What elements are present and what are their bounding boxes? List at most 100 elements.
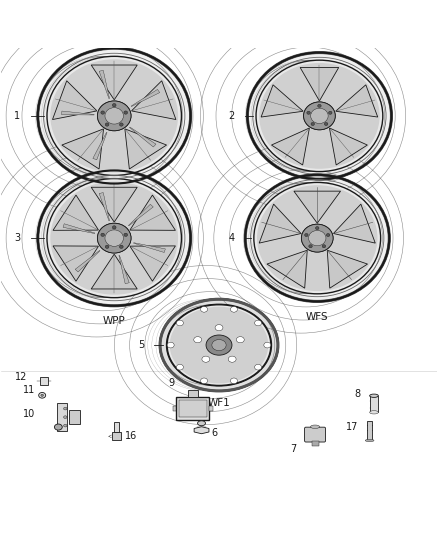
Ellipse shape [97, 101, 131, 131]
Polygon shape [259, 204, 301, 243]
FancyBboxPatch shape [304, 427, 325, 442]
Ellipse shape [322, 245, 326, 248]
Text: 16: 16 [125, 431, 138, 441]
Ellipse shape [50, 59, 178, 173]
Ellipse shape [237, 337, 244, 343]
Polygon shape [75, 251, 100, 272]
Polygon shape [194, 427, 209, 434]
Ellipse shape [64, 424, 67, 427]
Text: 9: 9 [168, 378, 174, 388]
Polygon shape [130, 246, 176, 281]
Ellipse shape [325, 123, 328, 125]
Ellipse shape [228, 356, 236, 362]
Ellipse shape [101, 111, 105, 114]
Ellipse shape [311, 123, 314, 125]
Bar [57, 403, 67, 431]
Ellipse shape [301, 224, 333, 252]
Text: 17: 17 [346, 422, 359, 432]
Ellipse shape [38, 171, 191, 306]
Ellipse shape [167, 305, 271, 385]
Ellipse shape [318, 104, 321, 107]
Polygon shape [128, 204, 153, 226]
Text: 11: 11 [23, 385, 35, 395]
Text: 4: 4 [228, 233, 234, 243]
Polygon shape [99, 70, 110, 99]
Bar [173, 406, 177, 411]
Bar [177, 397, 209, 420]
Polygon shape [62, 111, 94, 115]
Text: 3: 3 [14, 233, 20, 243]
Bar [188, 390, 198, 397]
Polygon shape [130, 195, 176, 230]
Text: 5: 5 [138, 340, 145, 350]
Polygon shape [125, 129, 166, 169]
Ellipse shape [120, 245, 123, 248]
Text: 8: 8 [355, 389, 361, 399]
Text: WPP: WPP [103, 316, 126, 326]
Polygon shape [336, 85, 378, 117]
Ellipse shape [370, 410, 378, 414]
Polygon shape [329, 128, 367, 165]
Bar [370, 395, 378, 413]
Polygon shape [91, 254, 137, 289]
Ellipse shape [54, 424, 62, 430]
Ellipse shape [113, 103, 116, 107]
Text: 12: 12 [14, 373, 27, 382]
Ellipse shape [328, 111, 332, 114]
Bar [179, 400, 207, 417]
Ellipse shape [201, 378, 208, 384]
Ellipse shape [256, 60, 383, 172]
Polygon shape [267, 251, 307, 288]
Polygon shape [134, 243, 166, 253]
Ellipse shape [259, 63, 380, 169]
Bar [367, 421, 372, 440]
Ellipse shape [105, 123, 109, 126]
Ellipse shape [160, 299, 278, 391]
Text: WF1: WF1 [208, 398, 230, 408]
Ellipse shape [47, 179, 181, 297]
Ellipse shape [254, 320, 261, 326]
Text: WPA: WPA [103, 193, 126, 204]
Ellipse shape [105, 108, 124, 124]
Text: WFK: WFK [308, 190, 331, 200]
Ellipse shape [212, 340, 226, 351]
Polygon shape [131, 90, 160, 107]
Text: 6: 6 [211, 428, 217, 438]
Polygon shape [300, 68, 339, 101]
Ellipse shape [254, 365, 261, 370]
Ellipse shape [124, 111, 127, 114]
Bar [112, 432, 121, 440]
Ellipse shape [245, 175, 389, 302]
Polygon shape [53, 195, 98, 230]
Ellipse shape [105, 230, 124, 246]
Ellipse shape [257, 185, 378, 291]
Ellipse shape [97, 101, 131, 131]
Ellipse shape [194, 337, 201, 343]
Ellipse shape [254, 182, 381, 294]
Ellipse shape [97, 223, 131, 253]
Ellipse shape [160, 299, 278, 391]
Polygon shape [334, 204, 375, 243]
Text: 1: 1 [14, 111, 20, 121]
FancyBboxPatch shape [40, 377, 48, 385]
Polygon shape [272, 128, 309, 165]
Ellipse shape [264, 342, 271, 348]
Ellipse shape [170, 307, 268, 383]
Polygon shape [93, 132, 107, 160]
Ellipse shape [38, 48, 191, 183]
Ellipse shape [307, 111, 310, 114]
Polygon shape [91, 65, 137, 100]
Ellipse shape [247, 53, 392, 179]
Ellipse shape [201, 306, 208, 312]
Ellipse shape [124, 233, 127, 237]
Polygon shape [327, 251, 367, 288]
Polygon shape [119, 255, 129, 284]
Ellipse shape [311, 108, 328, 124]
Polygon shape [62, 129, 103, 169]
Polygon shape [63, 224, 95, 233]
Ellipse shape [230, 378, 237, 384]
Ellipse shape [177, 365, 184, 370]
Ellipse shape [105, 245, 109, 248]
Ellipse shape [309, 245, 312, 248]
Ellipse shape [105, 108, 124, 124]
